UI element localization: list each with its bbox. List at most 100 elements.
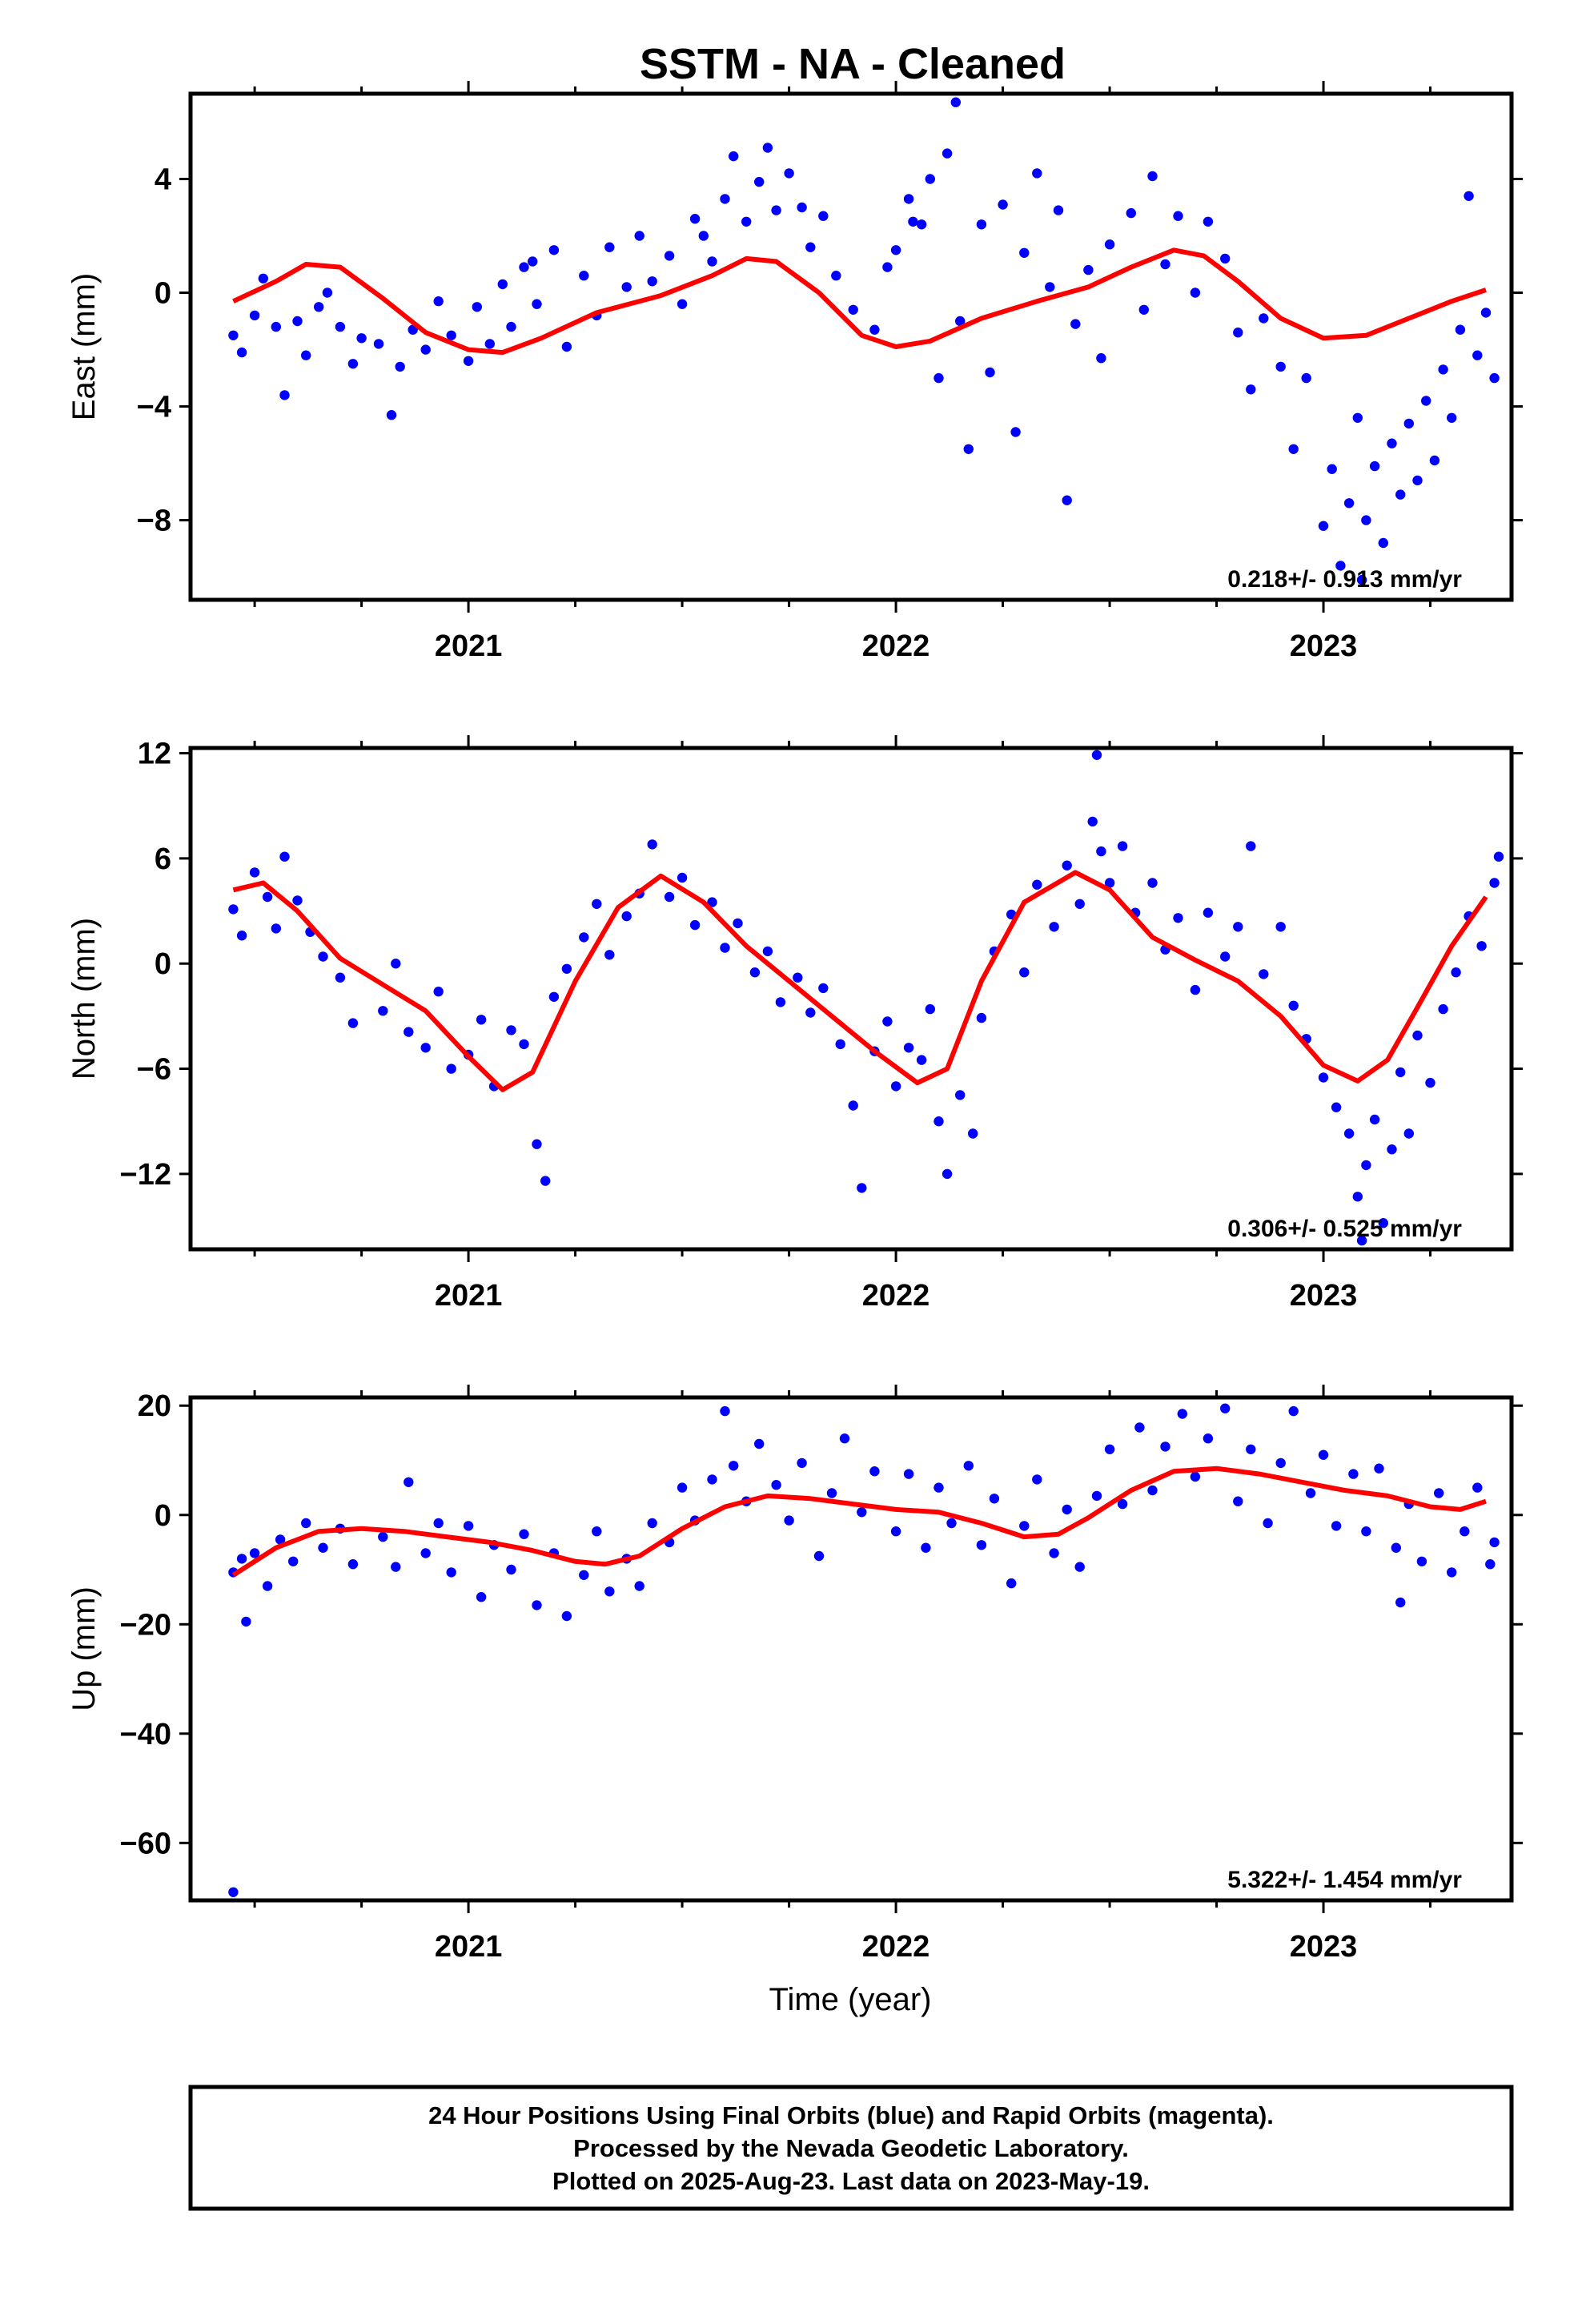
footer-box: 24 Hour Positions Using Final Orbits (bl… (188, 2085, 1514, 2211)
north-data-point (1318, 1072, 1329, 1083)
east-plot-frame (188, 91, 1514, 602)
north-data-point (1074, 899, 1085, 910)
north-data-point (749, 967, 761, 978)
north-data-point (1096, 846, 1106, 857)
north-data-point (391, 959, 401, 969)
north-data-point (903, 1043, 914, 1053)
north-data-point (955, 1090, 966, 1100)
north-y-tick-label: −12 (120, 1158, 171, 1192)
north-data-point (1104, 878, 1115, 888)
east-data-point (292, 316, 303, 327)
east-data-point (1412, 475, 1423, 486)
east-data-point (976, 219, 987, 230)
east-data-point (497, 279, 508, 290)
east-data-point (1369, 460, 1380, 472)
up-data-point (1361, 1526, 1371, 1537)
up-data-point (720, 1405, 730, 1417)
north-y-tick-label: −6 (137, 1053, 171, 1087)
north-data-point (707, 897, 717, 907)
up-data-point (420, 1548, 431, 1558)
east-data-point (1126, 207, 1137, 219)
east-data-point (314, 302, 324, 312)
east-data-point (506, 321, 516, 332)
footer-border (188, 2085, 1514, 2211)
up-data-point (857, 1507, 867, 1518)
east-fit-curve (232, 247, 1487, 356)
east-data-point (1010, 427, 1021, 437)
north-data-point (1378, 1218, 1389, 1228)
up-data-point (976, 1540, 987, 1550)
up-data-point (1374, 1463, 1384, 1474)
east-data-point (1083, 264, 1094, 275)
footer-line-3: Plotted on 2025-Aug-23. Last data on 202… (552, 2167, 1150, 2195)
up-plot-frame (188, 1395, 1514, 1903)
up-data-point (506, 1564, 516, 1575)
east-data-point (1220, 253, 1231, 264)
east-data-point (754, 176, 765, 187)
up-data-point (1305, 1488, 1316, 1498)
footer-line-1: 24 Hour Positions Using Final Orbits (bl… (428, 2101, 1274, 2129)
north-data-point (1476, 941, 1487, 951)
up-data-point (934, 1482, 944, 1493)
east-x-tick-label: 2021 (435, 629, 503, 663)
east-data-point (916, 219, 927, 230)
east-data-point (998, 199, 1008, 210)
east-data-point (1045, 282, 1055, 292)
east-data-point (347, 359, 359, 369)
up-data-point (1117, 1498, 1128, 1510)
up-data-point (391, 1562, 401, 1572)
east-data-point (1327, 464, 1337, 474)
east-data-point (707, 256, 717, 267)
up-data-point (1104, 1444, 1115, 1455)
north-data-point (890, 1081, 901, 1092)
east-data-point (621, 282, 632, 292)
north-y-tick-label: 12 (138, 738, 171, 771)
north-data-point (689, 919, 701, 931)
east-y-axis-label: East (mm) (66, 273, 102, 420)
north-data-point (318, 951, 328, 962)
up-data-point (1447, 1567, 1457, 1578)
up-fit-curve (231, 1466, 1487, 1578)
north-data-point (420, 1043, 431, 1053)
north-data-point (1361, 1160, 1371, 1171)
east-data-point (664, 251, 675, 261)
east-data-point (386, 410, 397, 420)
east-data-point (741, 216, 752, 227)
east-data-point (1233, 328, 1243, 338)
up-data-point (797, 1458, 807, 1469)
east-data-point (1019, 247, 1030, 258)
east-data-point (1352, 412, 1363, 423)
east-data-point (1403, 418, 1415, 429)
east-data-point (698, 231, 709, 241)
north-data-point (271, 923, 281, 934)
up-data-point (275, 1534, 286, 1545)
east-panel: 4 0 −4 −8 2021 2022 2023 East (mm) 0.218+/- 0.91… (66, 81, 1523, 663)
up-data-point (1134, 1422, 1145, 1433)
north-data-point (262, 891, 273, 903)
up-data-point (890, 1526, 901, 1537)
up-data-point (1006, 1578, 1017, 1589)
up-data-point (647, 1518, 657, 1529)
north-data-point (1233, 922, 1243, 932)
east-data-point (831, 271, 841, 281)
north-x-tick-label: 2022 (862, 1279, 930, 1313)
east-data-point (1301, 372, 1311, 384)
north-data-point (733, 918, 743, 929)
up-data-point (1074, 1562, 1085, 1572)
north-data-point (1403, 1128, 1415, 1139)
east-data-point (925, 174, 936, 184)
east-data-point (1246, 384, 1256, 395)
east-data-point (1335, 561, 1346, 571)
up-data-point (1331, 1521, 1342, 1531)
north-data-point (1032, 879, 1042, 890)
east-data-point (1288, 444, 1299, 454)
up-data-point (288, 1556, 299, 1567)
north-data-point (1438, 1003, 1448, 1015)
north-data-point (942, 1168, 953, 1180)
east-data-point (720, 194, 730, 204)
north-data-point (1019, 967, 1030, 978)
east-data-point (1147, 171, 1158, 182)
east-y-tick-label: 0 (155, 277, 171, 311)
up-data-point (318, 1542, 328, 1553)
east-data-point (955, 316, 966, 327)
